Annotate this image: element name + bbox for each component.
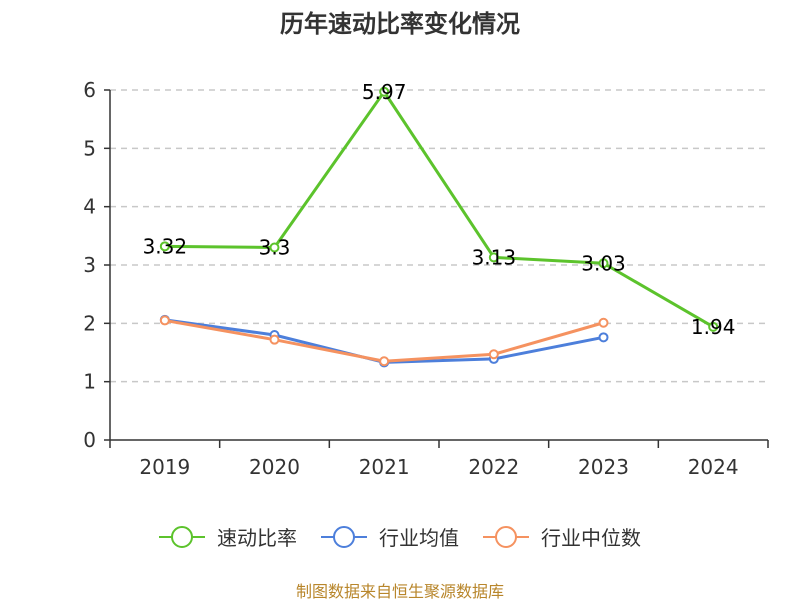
legend-item[interactable]: 行业中位数 (483, 526, 641, 550)
x-tick-label: 2022 (468, 455, 519, 479)
series-lines (159, 86, 719, 368)
series-2 (159, 315, 609, 367)
data-label: 5.97 (362, 80, 407, 104)
data-label: 1.94 (691, 315, 736, 339)
grid-lines (110, 89, 768, 383)
data-labels: 3.32 3.3 5.97 3.13 3.03 1.94 (143, 80, 736, 339)
source-note: 制图数据来自恒生聚源数据库 (296, 582, 504, 600)
legend-marker (333, 526, 355, 548)
legend-item[interactable]: 速动比率 (159, 526, 297, 550)
x-tick-label: 2019 (139, 455, 190, 479)
data-point (159, 315, 170, 326)
data-point (269, 334, 280, 345)
series-0 (159, 86, 719, 332)
y-tick-label: 5 (83, 136, 96, 160)
legend-label: 速动比率 (217, 526, 297, 550)
data-label: 3.32 (143, 234, 188, 258)
data-point (488, 349, 499, 360)
data-point (379, 356, 390, 367)
data-point (379, 86, 390, 97)
x-tick-label: 2023 (578, 455, 629, 479)
y-tick-label: 6 (83, 78, 96, 102)
y-tick-label: 2 (83, 311, 96, 335)
data-point (598, 258, 609, 269)
y-tick-label: 1 (83, 370, 96, 394)
y-tick-label: 0 (83, 428, 96, 452)
data-point (488, 252, 499, 263)
series-line (164, 90, 714, 329)
legend-label: 行业中位数 (541, 526, 641, 550)
chart-title: 历年速动比率变化情况 (280, 10, 520, 38)
x-tick-label: 2021 (359, 455, 410, 479)
data-label: 3.13 (472, 245, 517, 269)
data-point (598, 332, 609, 343)
data-label: 3.03 (581, 251, 626, 275)
x-tick-label: 2020 (249, 455, 300, 479)
axes: 0 1 2 3 4 5 6 2019 2020 2021 2022 2023 2024 (83, 78, 769, 479)
legend-marker (495, 526, 517, 548)
legend[interactable]: 速动比率 行业均值 行业中位数 (159, 526, 641, 550)
legend-item[interactable]: 行业均值 (321, 526, 459, 550)
series-line (164, 318, 604, 363)
data-label: 3.3 (259, 236, 291, 260)
y-tick-label: 4 (83, 195, 96, 219)
legend-marker (171, 526, 193, 548)
x-tick-label: 2024 (688, 455, 739, 479)
legend-label: 行业均值 (379, 526, 459, 550)
data-point (159, 241, 170, 252)
data-point (269, 242, 280, 253)
data-point (708, 321, 719, 332)
y-tick-label: 3 (83, 253, 96, 277)
data-point (598, 317, 609, 328)
